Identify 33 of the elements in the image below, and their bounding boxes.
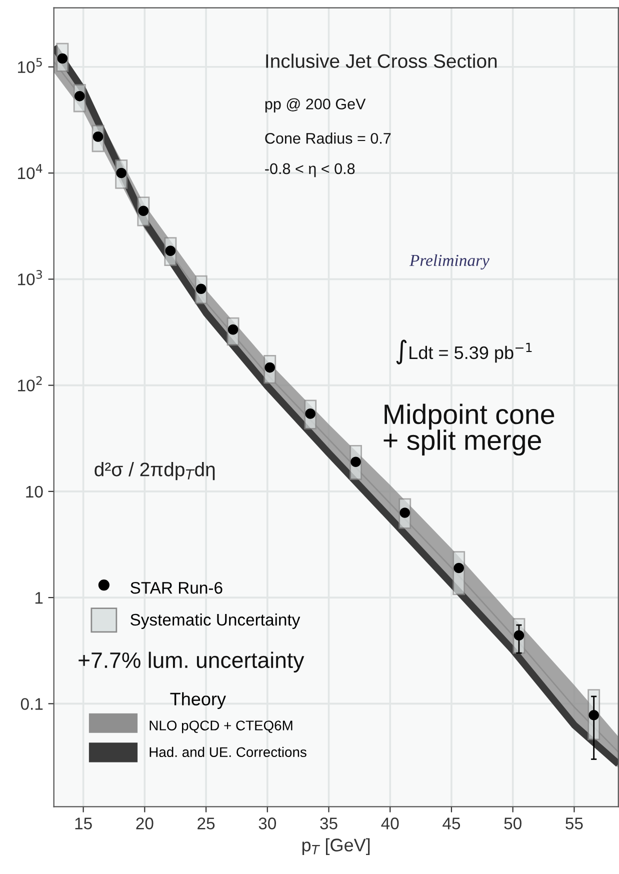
y-tick-label: 10$^{2}$	[18, 376, 42, 392]
x-tick-label: 15	[75, 818, 92, 830]
point	[454, 562, 464, 574]
x-tick-label: 30	[258, 818, 276, 830]
legend-label: Systematic Uncertainty	[130, 613, 300, 629]
annotation: pp @ 200 GeV	[265, 98, 366, 112]
text: Inclusive Jet Cross Section	[266, 54, 497, 68]
legend-title: Theory	[170, 692, 226, 710]
annotation: Preliminary	[409, 254, 490, 270]
annotation: +7.7% lum. uncertainty	[78, 652, 304, 672]
legend-label: STAR Run-6	[130, 582, 222, 594]
x-tick-label: 20	[136, 818, 154, 830]
x-tick-label: 55	[566, 818, 583, 830]
x-tick-label: 50	[504, 818, 522, 830]
annotation: ∫Ldt = 5.39 pb$^{−1}$	[396, 340, 532, 364]
x-tick-label: 45	[442, 818, 460, 830]
point	[588, 710, 599, 720]
y-tick-label: 10$^{4}$	[18, 164, 42, 180]
y-tick-label: 10$^{5}$	[18, 58, 42, 73]
legend-label: NLO pQCD + CTEQ6M	[150, 720, 292, 734]
x-tick-label: 25	[198, 818, 215, 830]
legend-label: Had. and UE. Corrections	[150, 746, 306, 758]
y-tick-label: 10$^{3}$	[18, 270, 42, 286]
x-tick-label: 35	[320, 818, 338, 830]
annotation: -0.8 < η < 0.8	[265, 163, 355, 178]
x-tick-label: 40	[381, 818, 399, 830]
y-tick-label: 0.1	[20, 698, 43, 710]
x-axis-title: p$_{T}$ [GeV]	[302, 838, 370, 856]
y-axis-title: d²σ / 2πdp$_{T}$dη	[94, 462, 215, 480]
y-tick-label: 10	[26, 486, 43, 498]
annotation: Midpoint cone + split merge	[384, 404, 554, 456]
annotation: Cone Radius = 0.7	[265, 132, 391, 144]
y-tick-label: 1	[35, 592, 43, 604]
